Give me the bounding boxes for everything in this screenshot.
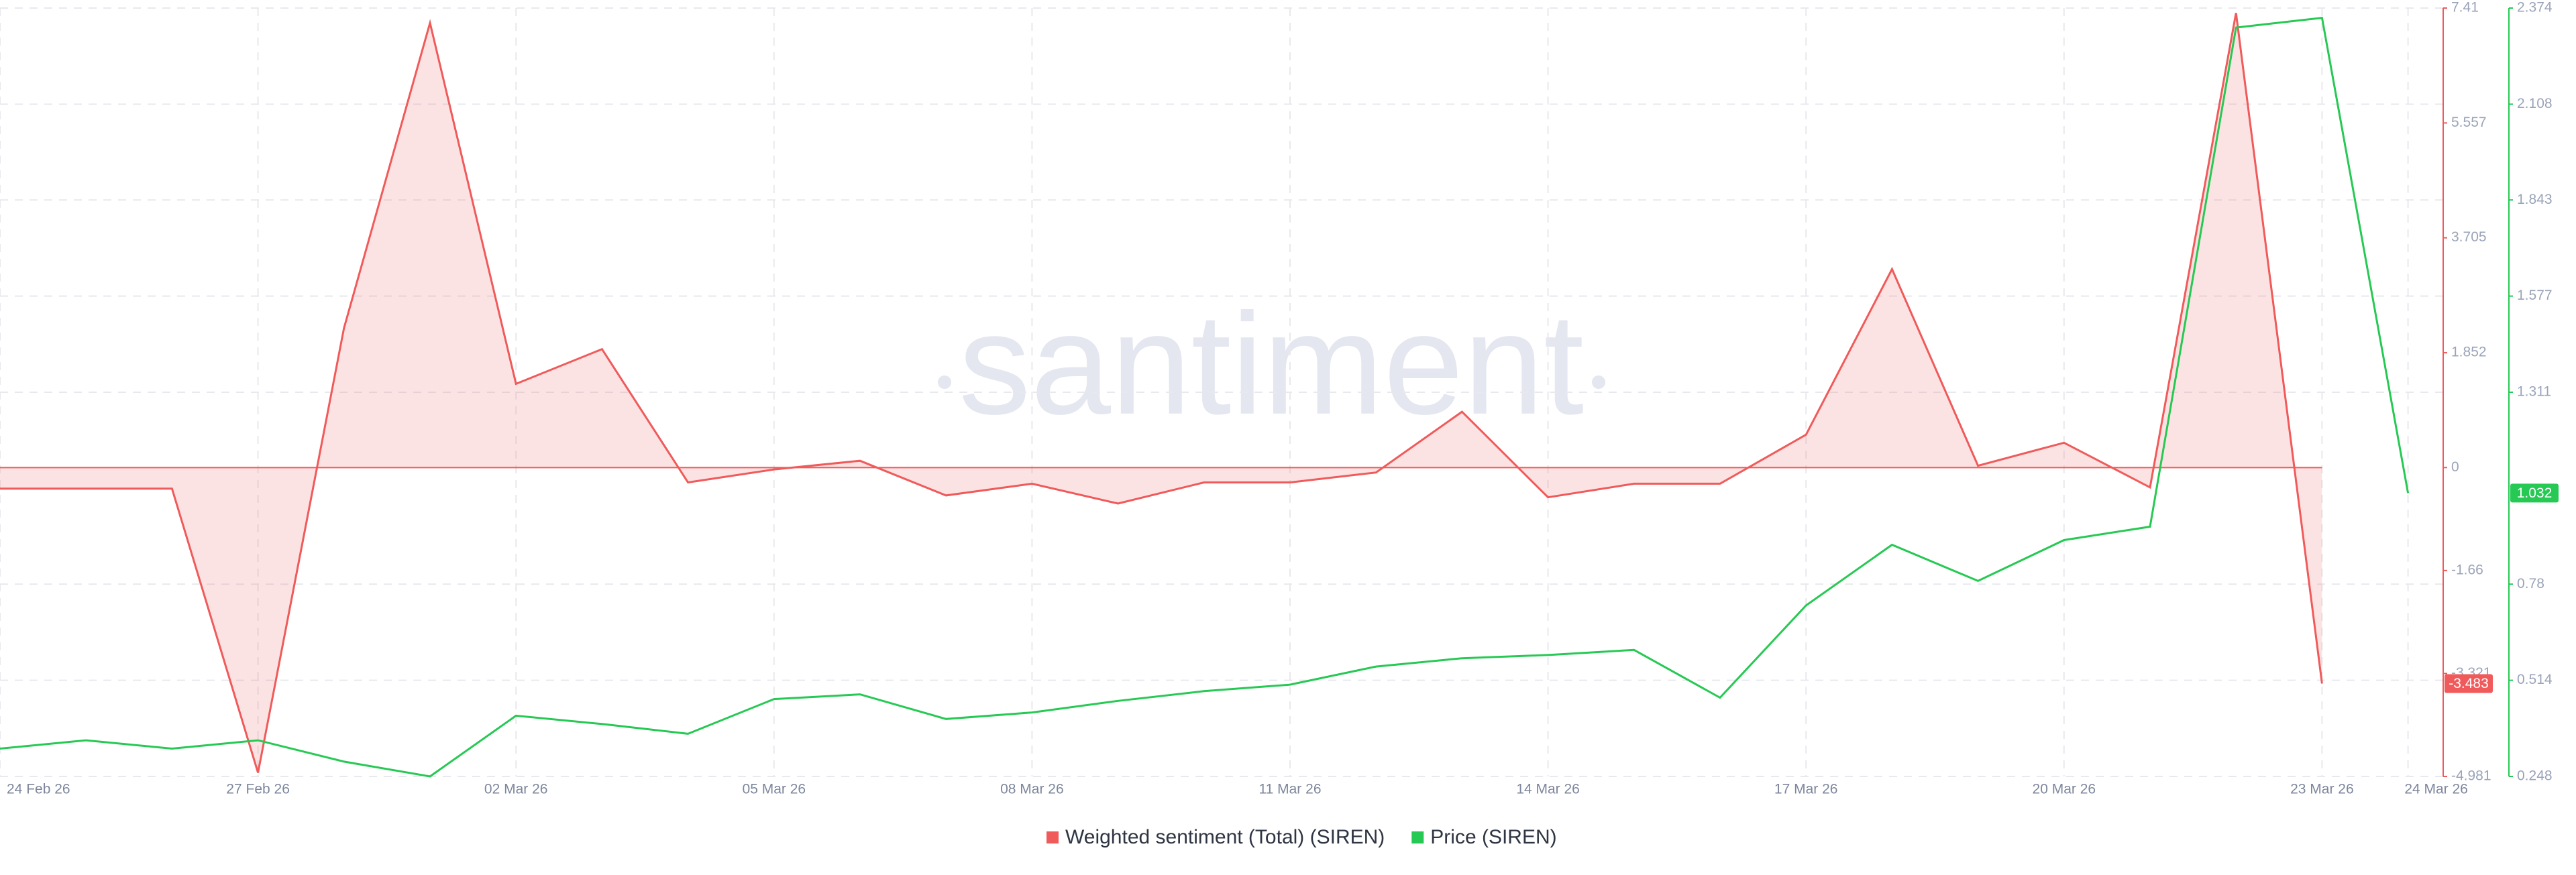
legend-swatch xyxy=(1411,831,1424,843)
y2-tick-label: 0.248 xyxy=(2517,768,2553,784)
x-tick-label: 17 Mar 26 xyxy=(1774,782,1838,797)
y-tick-label: 5.557 xyxy=(2451,115,2487,130)
y2-tick-label: 2.108 xyxy=(2517,96,2553,111)
watermark-dot xyxy=(1592,375,1605,389)
y-tick-label: 3.705 xyxy=(2451,229,2487,245)
last-value-label: -3.483 xyxy=(2449,676,2489,691)
y-tick-label: 7.41 xyxy=(2451,0,2479,15)
last-value-badge xyxy=(2445,674,2493,693)
y-tick-label: 1.852 xyxy=(2451,345,2487,360)
x-tick-label: 11 Mar 26 xyxy=(1259,782,1322,797)
area xyxy=(0,13,2322,773)
x-tick-label: 02 Mar 26 xyxy=(484,782,548,797)
y-tick-label: -1.66 xyxy=(2451,562,2483,577)
x-tick-label: 24 Mar 26 xyxy=(2404,782,2468,797)
y-tick-label: -4.981 xyxy=(2451,768,2491,784)
line xyxy=(0,13,2323,773)
y2-tick-label: 1.843 xyxy=(2517,192,2553,207)
x-tick-label: 14 Mar 26 xyxy=(1516,782,1580,797)
x-tick-label: 24 Feb 26 xyxy=(7,782,70,797)
last-value-label: 1.032 xyxy=(2517,485,2553,501)
x-tick-label: 27 Feb 26 xyxy=(226,782,290,797)
y2-tick-label: 0.514 xyxy=(2517,672,2553,687)
y-tick-label: 0 xyxy=(2451,459,2459,475)
x-tick-label: 23 Mar 26 xyxy=(2290,782,2354,797)
watermark: santiment xyxy=(959,283,1584,445)
legend-label: Weighted sentiment (Total) (SIREN) xyxy=(1065,826,1385,848)
last-value-badge xyxy=(2510,483,2559,503)
line xyxy=(0,16,2410,778)
y2-tick-label: 0.78 xyxy=(2517,576,2544,591)
y2-tick-label: 2.374 xyxy=(2517,0,2553,15)
legend-swatch xyxy=(1046,831,1059,843)
y2-tick-label: 1.311 xyxy=(2517,384,2551,400)
x-tick-label: 08 Mar 26 xyxy=(1000,782,1064,797)
x-tick-label: 20 Mar 26 xyxy=(2033,782,2096,797)
watermark-dot xyxy=(938,375,951,389)
x-tick-label: 05 Mar 26 xyxy=(743,782,806,797)
y2-tick-label: 1.577 xyxy=(2517,288,2553,303)
legend-label: Price (SIREN) xyxy=(1430,826,1556,848)
